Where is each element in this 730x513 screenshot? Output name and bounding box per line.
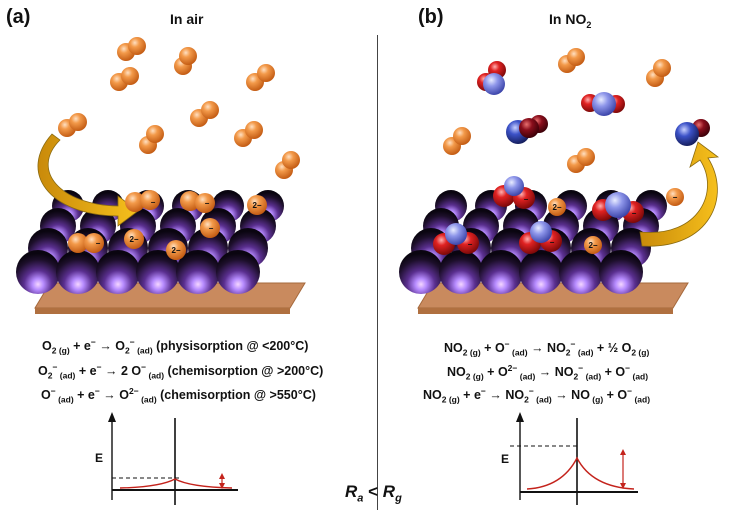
- o-minus-ion: [200, 218, 220, 238]
- charge-label: −: [151, 198, 156, 207]
- charge-label: 2−: [588, 241, 597, 250]
- o2-molecule: [139, 125, 164, 154]
- desorption-arrow: [639, 141, 720, 247]
- o2-molecule: [117, 37, 146, 61]
- charge-label: 2−: [252, 201, 261, 210]
- substrate-grain: [559, 250, 603, 294]
- charge-label: −: [468, 240, 473, 249]
- energy-axis-label-a: E: [95, 451, 104, 465]
- charge-label: −: [550, 238, 555, 247]
- panel-divider: [377, 35, 378, 510]
- substrate-grain: [176, 250, 220, 294]
- o2-molecule: [567, 148, 595, 173]
- charge-label: −: [632, 209, 637, 218]
- o-2minus-ion: [548, 198, 566, 216]
- o2-minus-adsorbed: [68, 233, 104, 253]
- substrate-grain: [519, 250, 563, 294]
- o2-molecule: [275, 151, 300, 179]
- substrate-grain: [56, 250, 100, 294]
- substrate-grain: [136, 250, 180, 294]
- o2-molecule: [234, 121, 263, 147]
- o-2minus-ion: [247, 195, 267, 215]
- equation-b1: NO2 (g) + O− (ad) → NO2− (ad) + ½ O2 (g): [444, 339, 650, 358]
- substrate-grain: [216, 250, 260, 294]
- o2-molecule: [558, 48, 585, 73]
- panel-b-label: (b): [418, 6, 444, 28]
- charge-label: −: [96, 239, 101, 248]
- o-2minus-ion: [124, 229, 144, 249]
- resistance-relation: Ra < Rg: [345, 482, 402, 505]
- o-2minus-ion: [584, 236, 602, 254]
- substrate-grain: [479, 250, 523, 294]
- substrate-grain: [96, 250, 140, 294]
- no2-minus-adsorbed: [493, 176, 535, 209]
- panel-b-adsorbed-species: [433, 176, 684, 255]
- substrate-grain: [599, 250, 643, 294]
- substrate-grain: [399, 250, 443, 294]
- panel-a-label: (a): [6, 6, 31, 28]
- o2-molecule: [58, 113, 87, 137]
- o2-molecule: [646, 59, 671, 87]
- panel-b-gas: [443, 48, 710, 173]
- panel-a-title: In air: [170, 11, 204, 27]
- equation-a3: O− (ad) + e− → O2− (ad) (chemisorption @…: [41, 386, 316, 405]
- o2-minus-adsorbed: [125, 190, 160, 212]
- panel-b-band-diagram: [510, 412, 638, 505]
- equation-b2: NO2 (g) + O2− (ad) → NO2− (ad) + O− (ad): [447, 363, 649, 382]
- no2-minus-adsorbed: [433, 223, 479, 255]
- panel-a-band-diagram: [108, 412, 238, 505]
- panel-b-title: In NO2: [549, 11, 592, 30]
- o2-molecule: [174, 47, 197, 75]
- charge-label: −: [524, 195, 529, 204]
- adsorption-arrow: [37, 133, 139, 227]
- equation-a1: O2 (g) + e− → O2− (ad) (physisorption @ …: [42, 337, 309, 356]
- o2-molecule: [190, 101, 219, 127]
- charge-label: −: [209, 224, 214, 233]
- no2-molecule: [477, 61, 506, 95]
- no2-molecule: [506, 115, 548, 144]
- equation-b3: NO2 (g) + e− → NO2− (ad) → NO (g) + O− (…: [423, 386, 651, 405]
- charge-label: 2−: [129, 235, 138, 244]
- equation-a2: O2− (ad) + e− → 2 O− (ad) (chemisorption…: [38, 362, 324, 381]
- substrate-grain: [439, 250, 483, 294]
- o2-molecule: [443, 127, 471, 155]
- panel-a-gas-oxygen: [58, 37, 300, 179]
- no2-molecule: [581, 92, 625, 116]
- o2-molecule: [110, 67, 139, 91]
- o2-minus-adsorbed: [180, 191, 215, 213]
- no2-minus-adsorbed: [519, 221, 562, 254]
- charge-label: 2−: [171, 246, 180, 255]
- o-2minus-ion: [166, 240, 186, 260]
- no2-molecule: [675, 119, 710, 146]
- substrate-grain: [16, 250, 60, 294]
- o2-molecule: [246, 64, 275, 91]
- charge-label: −: [205, 199, 210, 208]
- charge-label: −: [673, 193, 678, 202]
- energy-axis-label-b: E: [501, 452, 510, 466]
- charge-label: 2−: [552, 203, 561, 212]
- no2-minus-adsorbed: [592, 192, 644, 223]
- panel-a-adsorbed-species: [68, 190, 267, 260]
- o-minus-ion: [666, 188, 684, 206]
